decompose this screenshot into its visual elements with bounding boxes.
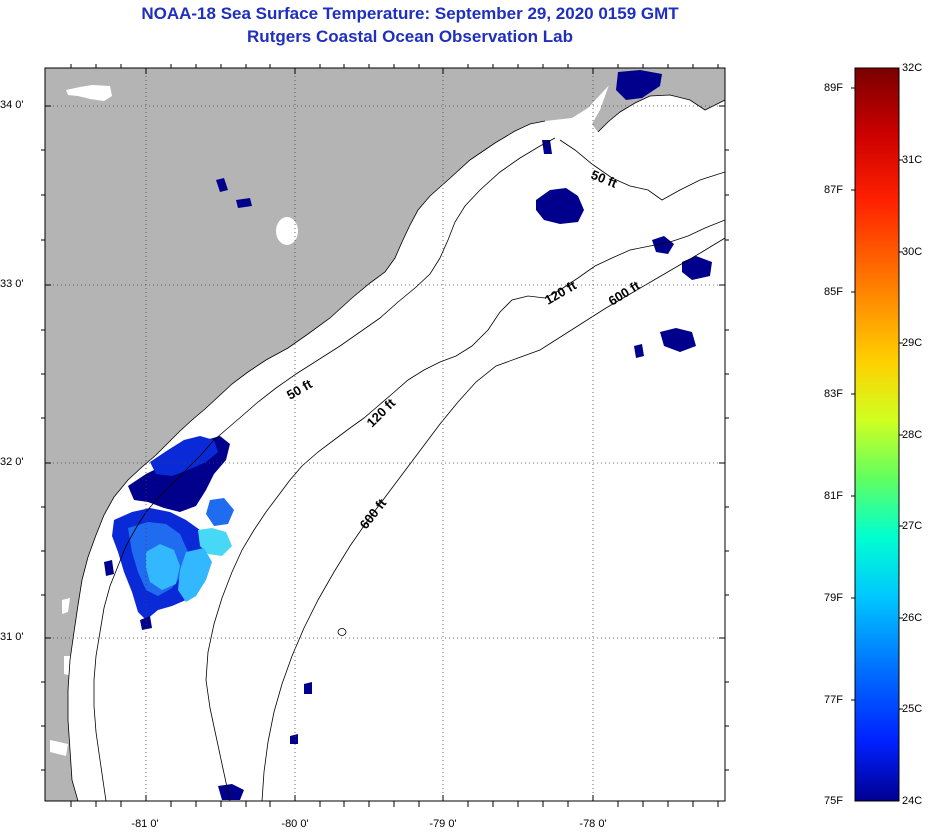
scale-label-85f: 85F xyxy=(824,286,843,298)
land-cloud-speck xyxy=(276,217,298,245)
lon-label-79: -79 0' xyxy=(429,818,457,830)
scale-label-27c: 27C xyxy=(902,520,923,532)
land-cloud-speck xyxy=(66,85,112,101)
color-scale-ticks xyxy=(851,87,903,710)
small-seamount-contour xyxy=(337,628,347,636)
lat-label-34: 34 0' xyxy=(0,99,24,111)
lat-label-33: 33 0' xyxy=(0,278,24,290)
lon-label-81: -81 0' xyxy=(131,818,159,830)
graticule xyxy=(45,68,725,801)
scale-label-89f: 89F xyxy=(824,82,843,94)
scale-label-30c: 30C xyxy=(902,246,923,258)
map-title: NOAA-18 Sea Surface Temperature: Septemb… xyxy=(141,4,679,23)
map-frame xyxy=(44,67,726,802)
scale-label-32c: 32C xyxy=(902,62,923,74)
lon-label-78: -78 0' xyxy=(579,818,607,830)
lat-label-31: 31 0' xyxy=(0,631,24,643)
scale-label-77f: 77F xyxy=(824,694,843,706)
map-subtitle: Rutgers Coastal Ocean Observation Lab xyxy=(247,27,573,46)
scale-label-24c: 24C xyxy=(902,795,923,807)
scale-label-83f: 83F xyxy=(824,388,843,400)
coastline xyxy=(67,120,546,801)
lon-label-80: -80 0' xyxy=(281,818,309,830)
frame-ticks xyxy=(41,64,729,807)
scale-label-26c: 26C xyxy=(902,612,923,624)
lat-label-32: 32 0' xyxy=(0,456,24,468)
scale-label-31c: 31C xyxy=(902,154,923,166)
contour-120ft xyxy=(205,219,725,801)
sst-patches xyxy=(104,70,712,800)
scale-label-25c: 25C xyxy=(902,703,923,715)
scale-label-79f: 79F xyxy=(824,592,843,604)
scale-label-81f: 81F xyxy=(824,490,843,502)
scale-label-87f: 87F xyxy=(824,184,843,196)
color-scale-bar xyxy=(854,67,900,802)
scale-label-75f: 75F xyxy=(824,795,843,807)
contour-50ft xyxy=(93,137,725,801)
contour-600ft xyxy=(261,237,725,801)
land-mass xyxy=(45,68,615,801)
scale-label-29c: 29C xyxy=(902,337,923,349)
scale-label-28c: 28C xyxy=(902,429,923,441)
coastline-northeast xyxy=(597,94,725,133)
